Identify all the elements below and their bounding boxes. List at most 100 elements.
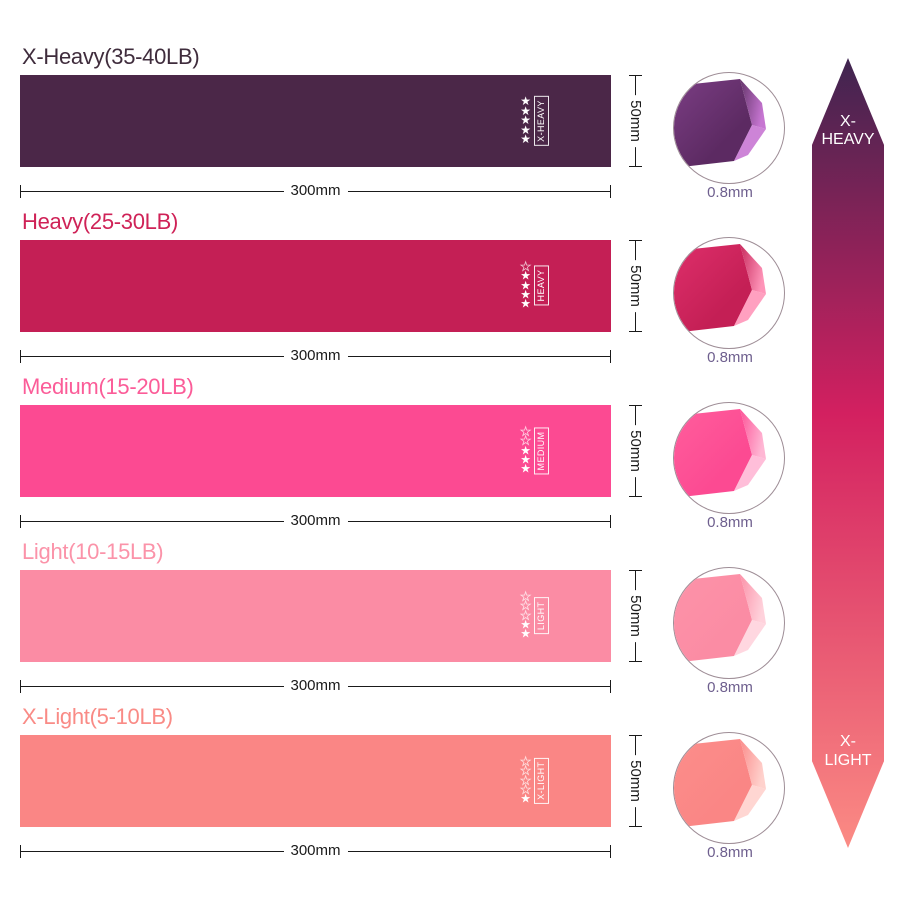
thickness-detail-item: 0.8mm bbox=[660, 557, 800, 722]
width-dimension: 300mm bbox=[20, 182, 611, 200]
height-dimension: 50mm bbox=[622, 735, 648, 827]
star-filled-icon: ★ bbox=[520, 792, 531, 807]
star-outline-icon: ★ bbox=[520, 424, 532, 439]
thickness-label: 0.8mm bbox=[707, 514, 753, 531]
dimension-end-cap-bottom bbox=[629, 331, 642, 332]
dimension-end-cap-left bbox=[20, 845, 21, 858]
width-dimension-label: 300mm bbox=[283, 182, 348, 200]
dimension-end-cap-bottom bbox=[629, 496, 642, 497]
fold-svg bbox=[674, 574, 766, 663]
band-title: Light(10-15LB) bbox=[22, 539, 164, 564]
star-filled-icon: ★ bbox=[520, 122, 531, 137]
height-dimension-label: 50mm bbox=[627, 755, 644, 807]
arrow-bottom-label-line1: X- bbox=[840, 733, 856, 751]
band-row: Light(10-15LB) ★ ★ ★ ★ ★ LIGHT 300mm 50mm bbox=[0, 537, 650, 702]
band-fold-photo bbox=[673, 732, 785, 844]
dimension-end-cap-right bbox=[610, 845, 611, 858]
arrow-bottom-label-line2: LIGHT bbox=[824, 751, 872, 769]
dimension-end-cap-top bbox=[629, 240, 642, 241]
arrow-body bbox=[812, 58, 884, 848]
band-level-tag: X-HEAVY bbox=[534, 96, 549, 146]
band-fold-photo bbox=[673, 237, 785, 349]
resistance-band-strip: ★ ★ ★ ★ ★ LIGHT bbox=[20, 570, 611, 662]
band-level-tag: LIGHT bbox=[534, 597, 549, 635]
star-filled-icon: ★ bbox=[520, 462, 531, 477]
width-dimension-label: 300mm bbox=[283, 512, 348, 530]
height-dimension-label: 50mm bbox=[627, 260, 644, 312]
dimension-end-cap-top bbox=[629, 405, 642, 406]
fold-svg bbox=[674, 79, 766, 168]
dimension-end-cap-right bbox=[610, 185, 611, 198]
star-filled-icon: ★ bbox=[520, 94, 531, 109]
dimension-end-cap-bottom bbox=[629, 166, 642, 167]
band-fold-photo bbox=[673, 567, 785, 679]
width-dimension-label: 300mm bbox=[283, 347, 348, 365]
dimension-end-cap-top bbox=[629, 735, 642, 736]
star-rating: ★ ★ ★ ★ ★ bbox=[520, 589, 532, 640]
thickness-label: 0.8mm bbox=[707, 844, 753, 861]
arrow-bottom-label: X- LIGHT bbox=[812, 733, 884, 770]
dimension-end-cap-left bbox=[20, 680, 21, 693]
resistance-band-strip: ★ ★ ★ ★ ★ X-HEAVY bbox=[20, 75, 611, 167]
dimension-end-cap-left bbox=[20, 185, 21, 198]
band-print-mark: ★ ★ ★ ★ ★ X-LIGHT bbox=[520, 755, 549, 807]
star-rating: ★ ★ ★ ★ ★ bbox=[520, 259, 532, 312]
arrow-top-label-line1: X- bbox=[840, 113, 856, 130]
thickness-label: 0.8mm bbox=[707, 349, 753, 366]
fold-illustration bbox=[674, 568, 784, 678]
thickness-detail-item: 0.8mm bbox=[660, 722, 800, 887]
intensity-gradient-arrow: X- HEAVY X- LIGHT bbox=[812, 58, 884, 848]
band-print-mark: ★ ★ ★ ★ ★ LIGHT bbox=[520, 589, 549, 640]
thickness-detail-list: 0.8mm 0.8mm 0.8mm 0.8mm 0.8mm bbox=[660, 0, 800, 900]
star-outline-icon: ★ bbox=[520, 598, 532, 613]
width-dimension: 300mm bbox=[20, 347, 611, 365]
fold-svg bbox=[674, 739, 766, 828]
star-filled-icon: ★ bbox=[520, 443, 531, 458]
band-level-tag: MEDIUM bbox=[534, 427, 549, 475]
dimension-end-cap-right bbox=[610, 350, 611, 363]
star-rating: ★ ★ ★ ★ ★ bbox=[520, 424, 532, 477]
fold-illustration bbox=[674, 73, 784, 183]
star-filled-icon: ★ bbox=[520, 268, 531, 283]
star-filled-icon: ★ bbox=[520, 617, 531, 632]
height-dimension-label: 50mm bbox=[627, 425, 644, 477]
band-print-mark: ★ ★ ★ ★ ★ X-HEAVY bbox=[520, 94, 549, 146]
band-title: Medium(15-20LB) bbox=[22, 374, 194, 399]
band-level-tag: X-LIGHT bbox=[534, 757, 549, 805]
dimension-end-cap-top bbox=[629, 75, 642, 76]
dimension-end-cap-bottom bbox=[629, 826, 642, 827]
star-filled-icon: ★ bbox=[520, 103, 531, 118]
resistance-band-strip: ★ ★ ★ ★ ★ MEDIUM bbox=[20, 405, 611, 497]
star-filled-icon: ★ bbox=[520, 287, 531, 302]
thickness-detail-item: 0.8mm bbox=[660, 227, 800, 392]
width-dimension: 300mm bbox=[20, 842, 611, 860]
fold-svg bbox=[674, 409, 766, 498]
dimension-end-cap-left bbox=[20, 350, 21, 363]
resistance-band-strip: ★ ★ ★ ★ ★ HEAVY bbox=[20, 240, 611, 332]
band-row: X-Light(5-10LB) ★ ★ ★ ★ ★ X-LIGHT 300mm 50mm bbox=[0, 702, 650, 867]
thickness-label: 0.8mm bbox=[707, 184, 753, 201]
star-rating: ★ ★ ★ ★ ★ bbox=[520, 755, 532, 807]
height-dimension-label: 50mm bbox=[627, 590, 644, 642]
dimension-end-cap-bottom bbox=[629, 661, 642, 662]
star-filled-icon: ★ bbox=[520, 297, 531, 312]
thickness-label: 0.8mm bbox=[707, 679, 753, 696]
dimension-end-cap-top bbox=[629, 570, 642, 571]
height-dimension: 50mm bbox=[622, 75, 648, 167]
star-outline-icon: ★ bbox=[520, 433, 532, 448]
star-outline-icon: ★ bbox=[520, 259, 532, 274]
thickness-detail-item: 0.8mm bbox=[660, 392, 800, 557]
thickness-detail-item: 0.8mm bbox=[660, 62, 800, 227]
star-outline-icon: ★ bbox=[520, 773, 532, 788]
band-title: Heavy(25-30LB) bbox=[22, 209, 178, 234]
fold-svg bbox=[674, 244, 766, 333]
band-row: Medium(15-20LB) ★ ★ ★ ★ ★ MEDIUM 300mm 50mm bbox=[0, 372, 650, 537]
band-list: X-Heavy(35-40LB) ★ ★ ★ ★ ★ X-HEAVY 300mm 50mm Hea… bbox=[0, 44, 650, 867]
width-dimension-label: 300mm bbox=[283, 842, 348, 860]
dimension-end-cap-right bbox=[610, 680, 611, 693]
width-dimension: 300mm bbox=[20, 677, 611, 695]
star-outline-icon: ★ bbox=[520, 589, 532, 604]
resistance-band-strip: ★ ★ ★ ★ ★ X-LIGHT bbox=[20, 735, 611, 827]
star-outline-icon: ★ bbox=[520, 608, 532, 623]
width-dimension: 300mm bbox=[20, 512, 611, 530]
